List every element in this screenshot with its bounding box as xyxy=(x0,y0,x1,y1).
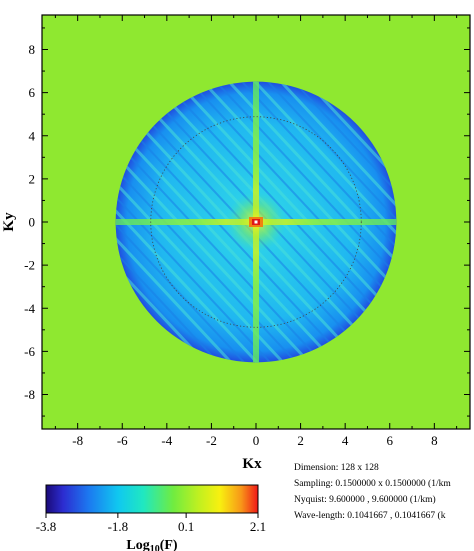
y-tick-label: -4 xyxy=(24,301,35,316)
disk-stripe xyxy=(115,81,216,363)
y-tick-label: 4 xyxy=(29,128,36,143)
x-axis: -8 -6 -4 -2 0 2 4 6 8 xyxy=(54,15,458,448)
x-tick-label: 0 xyxy=(253,433,260,448)
colorbar-title-tail: (F) xyxy=(160,538,178,551)
info-sampling: Sampling: 0.1500000 x 0.1500000 (1/km xyxy=(294,478,451,489)
colorbar-title-main: Log xyxy=(126,538,149,551)
x-tick-label: 8 xyxy=(431,433,438,448)
y-tick-label: 2 xyxy=(29,171,36,186)
y-tick-label: 0 xyxy=(29,215,36,230)
y-tick-label: -6 xyxy=(24,344,35,359)
y-tick-label: 6 xyxy=(29,85,36,100)
disk-stripe xyxy=(257,81,397,363)
disk-stripe xyxy=(115,81,229,363)
colorbar-ticks: -3.8 -1.8 0.1 2.1 xyxy=(36,513,266,534)
colorbar: -3.8 -1.8 0.1 2.1 Log10(F) xyxy=(36,484,266,551)
disk-stripe xyxy=(296,81,397,363)
colorbar-tick-label: -1.8 xyxy=(108,519,129,534)
colorbar-title-sub: 10 xyxy=(150,544,160,551)
colorbar-gradient xyxy=(45,484,259,514)
y-tick-label: 8 xyxy=(29,42,36,57)
colorbar-title: Log10(F) xyxy=(126,538,178,551)
disk-stripe xyxy=(283,81,397,363)
x-tick-label: 4 xyxy=(342,433,349,448)
x-tick-label: -8 xyxy=(72,433,83,448)
info-dimension: Dimension: 128 x 128 xyxy=(294,463,379,473)
x-tick-label: 2 xyxy=(297,433,304,448)
dotted-circle xyxy=(150,116,362,328)
peak-center xyxy=(254,220,258,224)
info-nyquist: Nyquist: 9.600000 , 9.600000 (1/km) xyxy=(294,494,436,505)
info-wavelength: Wave-length: 0.1041667 , 0.1041667 (k xyxy=(294,510,446,521)
disk-stripe xyxy=(115,81,242,363)
x-axis-title: Kx xyxy=(242,456,262,472)
colorbar-tick-label: 2.1 xyxy=(250,519,266,534)
plot-area xyxy=(42,15,470,429)
disk-stripe xyxy=(115,81,255,363)
colorbar-tick-label: 0.1 xyxy=(178,519,194,534)
info-panel: Dimension: 128 x 128 Sampling: 0.1500000… xyxy=(294,463,451,521)
y-tick-label: -2 xyxy=(24,258,35,273)
central-peak xyxy=(249,217,263,227)
y-axis-title: Ky xyxy=(1,212,17,232)
x-tick-label: -6 xyxy=(117,433,128,448)
x-tick-label: -4 xyxy=(161,433,172,448)
x-tick-label: 6 xyxy=(387,433,394,448)
y-tick-label: -8 xyxy=(24,387,35,402)
y-axis: 8 6 4 2 0 -2 -4 -6 -8 xyxy=(24,27,470,417)
x-tick-label: -2 xyxy=(206,433,217,448)
disk-stripe xyxy=(270,81,397,363)
colorbar-tick-label: -3.8 xyxy=(36,519,57,534)
